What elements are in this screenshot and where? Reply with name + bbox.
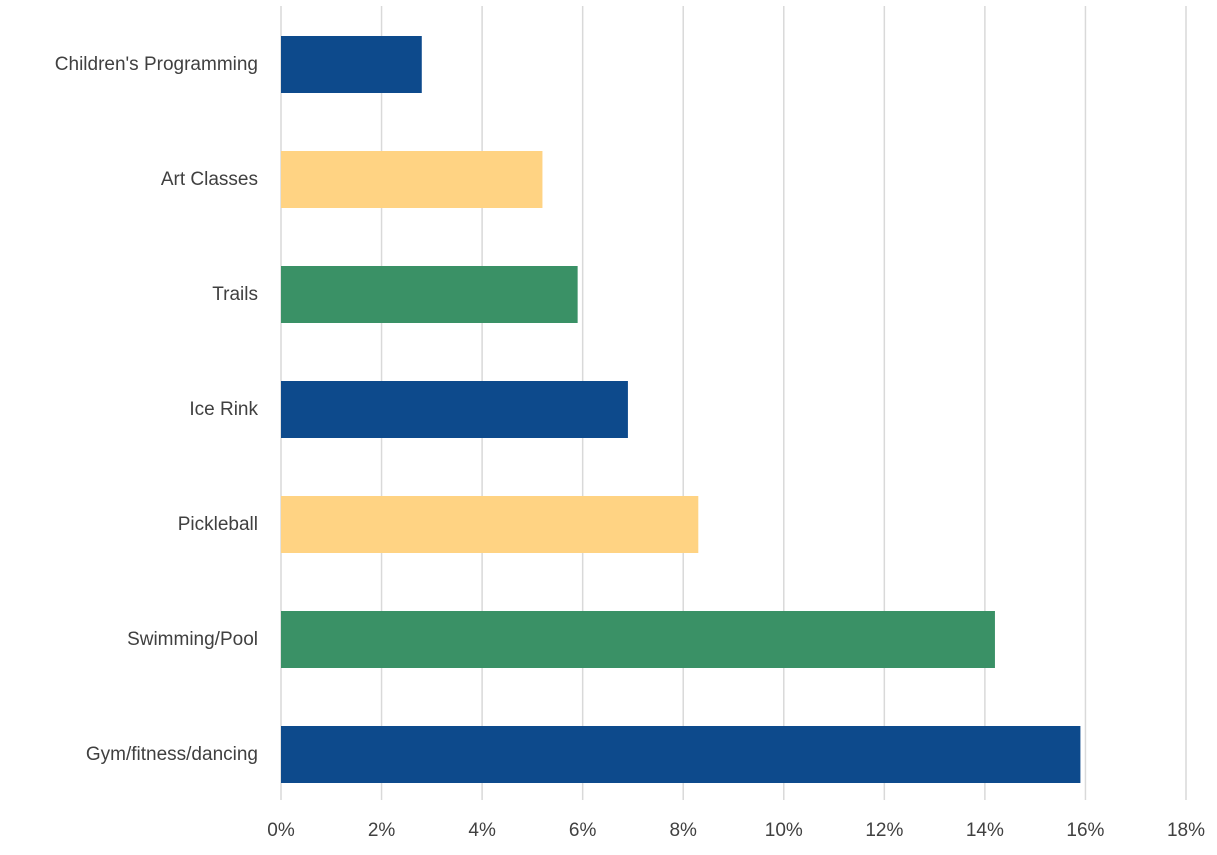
bar-layer	[281, 36, 1081, 783]
x-tick-label: 4%	[468, 820, 496, 841]
category-label: Swimming/Pool	[127, 629, 258, 650]
category-label: Art Classes	[161, 169, 258, 190]
bar	[281, 611, 995, 668]
category-label: Children's Programming	[55, 54, 258, 75]
grid-layer	[280, 6, 1187, 800]
bar	[281, 36, 422, 93]
x-tick-label: 12%	[865, 820, 903, 841]
category-label: Gym/fitness/dancing	[86, 744, 258, 765]
category-labels: Children's Programming Art Classes Trails I…	[55, 54, 259, 765]
bar	[281, 266, 578, 323]
bar	[281, 381, 628, 438]
bar	[281, 726, 1081, 783]
x-axis-tick-labels: 0% 2% 4% 6% 8% 10% 12% 14% 16% 18%	[267, 820, 1205, 841]
x-tick-label: 10%	[765, 820, 803, 841]
x-tick-label: 0%	[267, 820, 295, 841]
category-label: Trails	[212, 284, 258, 305]
x-tick-label: 2%	[368, 820, 396, 841]
category-label: Pickleball	[178, 514, 258, 535]
x-tick-label: 18%	[1167, 820, 1205, 841]
x-tick-label: 8%	[669, 820, 697, 841]
x-tick-label: 16%	[1066, 820, 1104, 841]
category-label: Ice Rink	[189, 399, 258, 420]
x-tick-label: 6%	[569, 820, 597, 841]
bar	[281, 496, 699, 553]
bar	[281, 151, 543, 208]
x-tick-label: 14%	[966, 820, 1004, 841]
